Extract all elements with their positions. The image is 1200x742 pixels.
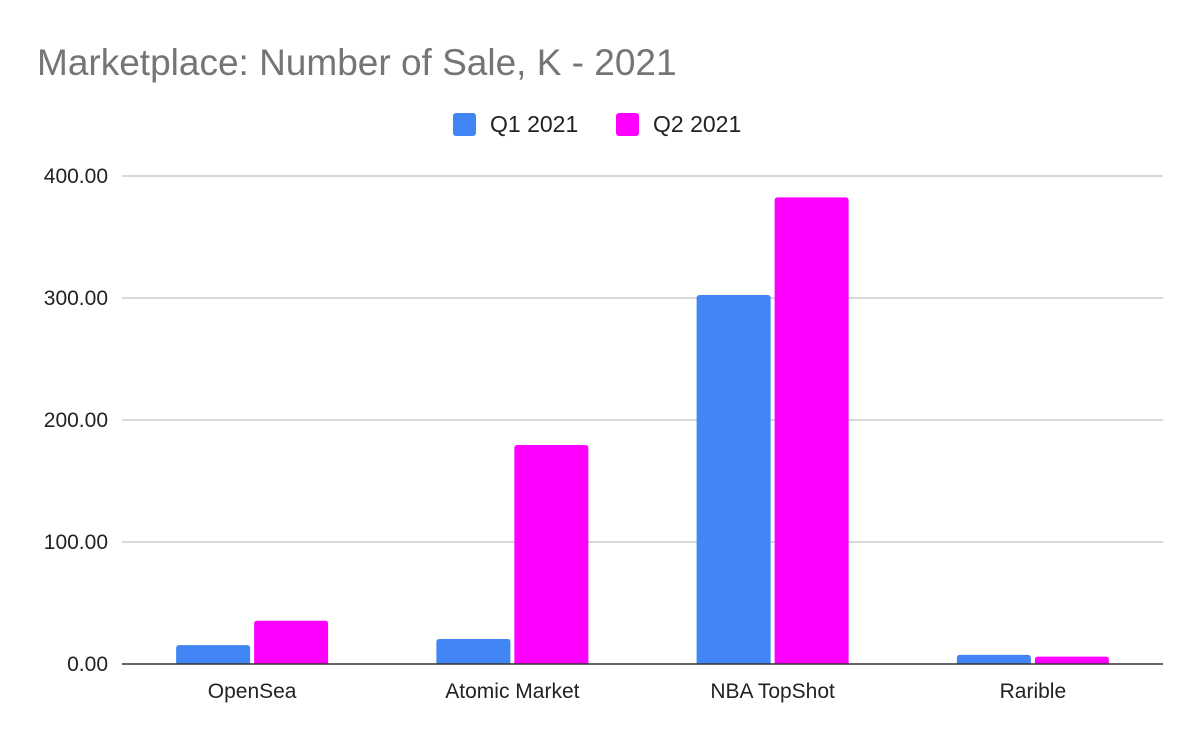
bar-atomic-market-q2-2021 <box>514 445 589 664</box>
y-tick-label: 400.00 <box>44 165 108 188</box>
bar-rarible-q1-2021 <box>956 654 1031 664</box>
bar-opensea-q1-2021 <box>176 645 251 664</box>
y-tick-label: 200.00 <box>44 409 108 432</box>
x-category-label: OpenSea <box>208 680 297 703</box>
x-axis-category-labels: OpenSea Atomic Market NBA TopShot Rarible <box>208 680 1066 703</box>
legend: Q1 2021 Q2 2021 <box>453 111 741 137</box>
bar-nba-topshot-q1-2021 <box>696 294 771 664</box>
legend-label-q2: Q2 2021 <box>653 111 741 137</box>
gridlines <box>122 175 1163 543</box>
chart-title: Marketplace: Number of Sale, K - 2021 <box>37 42 677 83</box>
y-tick-label: 0.00 <box>67 653 108 676</box>
bar-opensea-q2-2021 <box>254 620 329 664</box>
x-category-label: NBA TopShot <box>710 680 835 703</box>
bars <box>176 197 1109 664</box>
x-category-label: Rarible <box>1000 680 1067 703</box>
legend-swatch-q1 <box>453 113 476 136</box>
bar-rarible-q2-2021 <box>1034 656 1109 664</box>
y-axis-tick-labels: 0.00 100.00 200.00 300.00 400.00 <box>44 165 108 676</box>
legend-label-q1: Q1 2021 <box>490 111 578 137</box>
legend-swatch-q2 <box>616 113 639 136</box>
bar-nba-topshot-q2-2021 <box>774 197 849 664</box>
y-tick-label: 300.00 <box>44 287 108 310</box>
bar-atomic-market-q1-2021 <box>436 638 511 664</box>
x-category-label: Atomic Market <box>445 680 579 703</box>
y-tick-label: 100.00 <box>44 531 108 554</box>
